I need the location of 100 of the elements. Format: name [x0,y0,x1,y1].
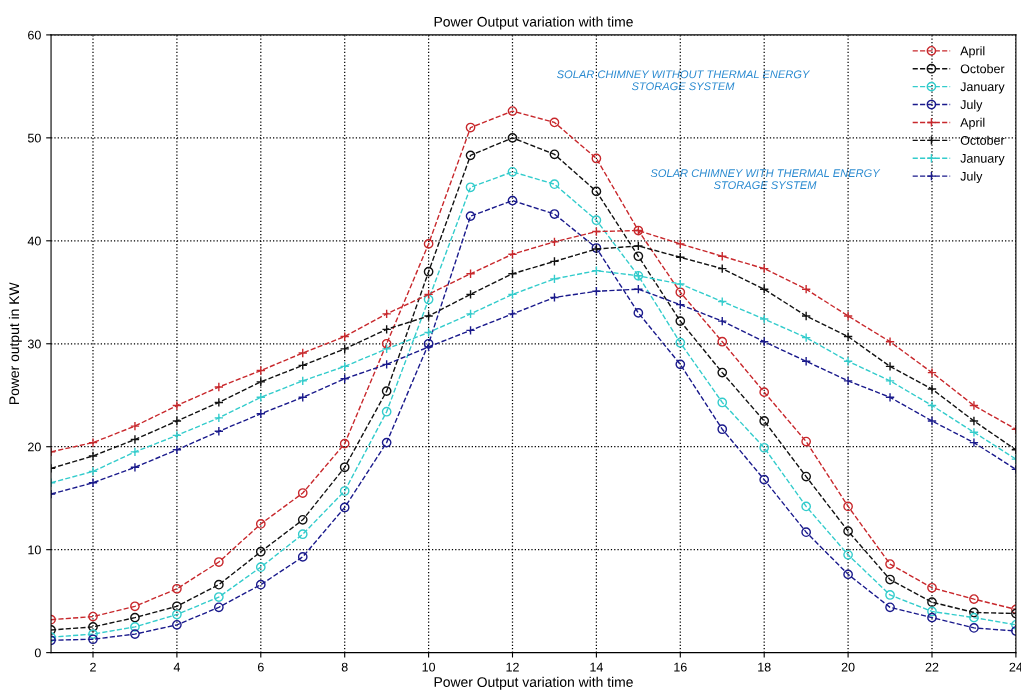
point [591,186,602,197]
point [969,607,979,618]
point [381,338,392,349]
x-tick-label: 10 [422,662,436,672]
point [172,583,182,594]
point [717,336,728,347]
point [759,442,770,453]
legend-label: April [960,117,985,130]
point [885,602,895,613]
point [843,501,853,512]
point [633,251,644,262]
y-tick-label: 20 [28,442,41,452]
point [213,579,224,590]
point [927,400,937,411]
legend-label: July [960,171,983,184]
point [465,122,476,133]
point [297,552,308,562]
point [297,529,308,540]
point [801,501,812,512]
point [843,526,853,537]
y-tick-label: 60 [28,30,41,40]
x-tick-label: 16 [674,662,687,672]
point [465,309,476,319]
point [927,582,937,593]
point [297,488,308,498]
point [549,274,560,284]
point [759,416,770,426]
point [927,597,937,608]
x-tick-label: 18 [758,662,771,672]
point [717,424,728,435]
x-tick-label: 22 [925,662,939,672]
point [969,400,979,411]
x-axis-title: Power Output variation with time [434,676,633,690]
point [969,612,979,623]
point [885,590,895,600]
point [423,266,434,277]
legend-label: April [960,46,985,58]
point [213,602,224,613]
point [88,611,98,622]
point [88,629,98,639]
point [465,211,476,221]
point [88,622,98,632]
legend-label: January [960,82,1005,94]
point [633,308,644,318]
point [675,337,686,348]
point [255,519,266,529]
point [255,562,266,573]
x-tick-label: 4 [173,662,181,672]
point [423,311,434,321]
point [130,629,140,639]
x-tick-label: 12 [506,662,519,672]
point [801,436,812,447]
point [465,150,476,161]
point [213,397,224,408]
point [675,359,686,370]
y-tick-label: 50 [27,133,41,143]
point [339,502,350,513]
point [507,106,518,116]
point [759,474,770,485]
point [717,397,728,408]
point [885,559,895,569]
point [172,601,182,612]
point [130,612,140,623]
point [255,546,266,557]
legend-label: October [960,135,1005,145]
point [339,438,350,449]
point [213,557,224,567]
point [549,209,560,219]
point [633,241,644,251]
annotation: SOLAR CHIMNEY WITH THERMAL ENERGY STORAGE SYSTEM [650,169,881,190]
point [591,153,602,164]
y-tick-label: 10 [28,545,41,555]
point [381,386,392,396]
point [465,182,476,193]
point [423,239,434,249]
x-tick-label: 6 [257,662,264,672]
legend-label: July [960,99,983,112]
point [843,569,853,580]
point [801,527,812,538]
point [885,574,895,585]
point [843,549,853,560]
point [339,462,350,473]
point [549,117,560,128]
y-tick-label: 30 [27,339,41,349]
x-tick-label: 20 [841,662,855,672]
x-tick-label: 8 [341,662,348,672]
x-tick-label: 14 [590,662,603,672]
point [675,316,686,326]
point [507,195,518,206]
point [213,592,224,602]
y-axis-title: Power output in KW [8,282,22,404]
point [172,400,182,411]
point [130,622,140,632]
point [297,514,308,525]
point [381,406,392,417]
y-tick-label: 0 [34,648,41,658]
legend-label: January [960,154,1005,166]
point [255,579,266,590]
point [130,601,140,612]
point [675,287,686,298]
